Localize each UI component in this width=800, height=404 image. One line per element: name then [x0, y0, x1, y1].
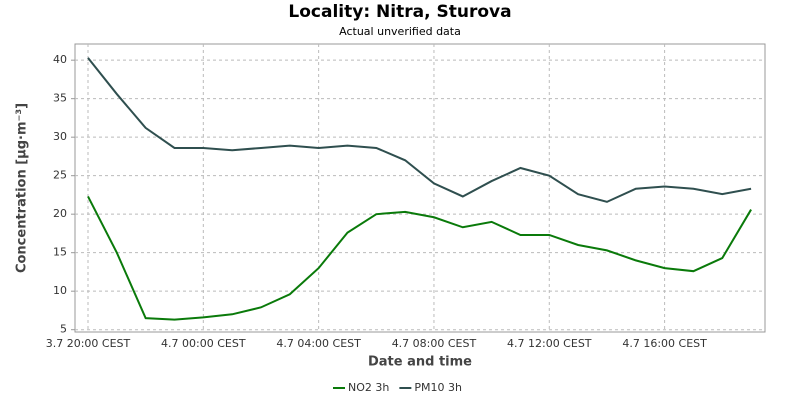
plot-frame — [74, 43, 766, 333]
line-series — [87, 57, 752, 203]
y-tick-label: 35 — [53, 92, 67, 105]
y-tick-label: 10 — [53, 284, 67, 297]
x-tick-label: 4.7 08:00 CEST — [392, 337, 477, 350]
chart-title: Locality: Nitra, Sturova — [288, 2, 511, 22]
line-series — [87, 196, 752, 321]
legend-label: NO2 3h — [348, 381, 389, 394]
y-axis-label: Concentration [µg·m⁻³] — [15, 103, 30, 273]
x-tick-label: 4.7 12:00 CEST — [507, 337, 592, 350]
y-tick-label: 40 — [53, 53, 67, 66]
chart-subtitle: Actual unverified data — [339, 25, 461, 38]
x-tick-label: 3.7 20:00 CEST — [46, 337, 131, 350]
x-tick-label: 4.7 04:00 CEST — [276, 337, 361, 350]
legend-label: PM10 3h — [414, 381, 462, 394]
x-tick-label: 4.7 16:00 CEST — [622, 337, 707, 350]
y-tick-label: 25 — [53, 169, 67, 182]
y-tick-label: 5 — [60, 323, 67, 336]
x-axis-label: Date and time — [368, 355, 472, 370]
y-tick-label: 20 — [53, 207, 67, 220]
x-tick-label: 4.7 00:00 CEST — [161, 337, 246, 350]
y-tick-label: 30 — [53, 130, 67, 143]
y-tick-label: 15 — [53, 246, 67, 259]
